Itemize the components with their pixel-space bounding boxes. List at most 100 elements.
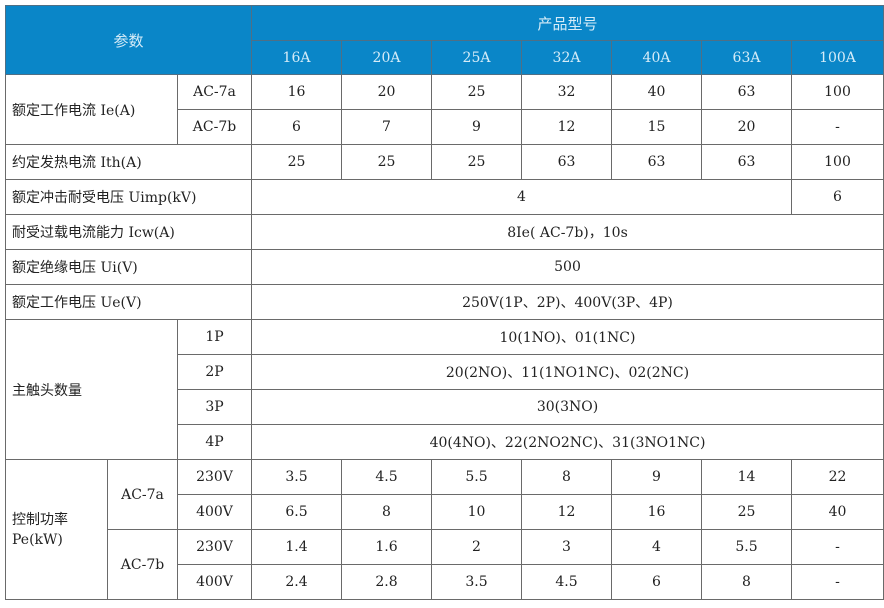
table-row: 3P 30(3NO) [6, 389, 884, 425]
sub-label: 2P [177, 354, 252, 390]
table-cell: 20 [341, 74, 432, 110]
table-cell: 22 [791, 459, 884, 495]
table-cell: 20(2NO)、11(1NO1NC)、02(2NC) [251, 354, 884, 390]
table-cell: 100 [791, 144, 884, 180]
sub-label: 230V [177, 459, 252, 495]
spec-table: 参数 产品型号 16A 20A 25A 32A 40A 63A 100A 额定工… [5, 5, 884, 600]
row-label: 额定绝缘电压 Ui(V) [5, 249, 252, 285]
table-cell: 4 [251, 179, 792, 215]
table-cell: 8Ie( AC-7b)，10s [251, 214, 884, 250]
table-cell: 40 [791, 494, 884, 530]
table-cell: 3.5 [251, 459, 342, 495]
table-cell: 16 [611, 494, 702, 530]
table-cell: 63 [701, 144, 792, 180]
table-cell: 30(3NO) [251, 389, 884, 425]
table-cell: 8 [341, 494, 432, 530]
table-row: 约定发热电流 Ith(A) 25 25 25 63 63 63 100 [5, 144, 884, 180]
table-row: 耐受过载电流能力 Icw(A) 8Ie( AC-7b)，10s [5, 214, 884, 250]
sub-label: 4P [177, 424, 252, 460]
sub-label: AC-7a [177, 74, 252, 110]
table-cell: 10 [431, 494, 522, 530]
table-cell: 16 [251, 74, 342, 110]
table-cell: 20 [701, 109, 792, 145]
table-cell: 9 [431, 109, 522, 145]
sub-label: AC-7b [177, 109, 252, 145]
table-cell: 10(1NO)、01(1NC) [251, 319, 884, 355]
table-cell: 25 [431, 144, 522, 180]
table-cell: 1.6 [341, 529, 432, 565]
table-cell: 15 [611, 109, 702, 145]
table-row: 额定工作电压 Ue(V) 250V(1P、2P)、400V(3P、4P) [5, 284, 884, 320]
table-row: 控制功率 Pe(kW) AC-7a 230V 3.5 4.5 5.5 8 9 14… [5, 459, 884, 600]
table-row: 额定工作电流 Ie(A) AC-7a 16 20 25 32 40 63 100 [5, 74, 884, 145]
table-cell: 2.4 [251, 564, 342, 600]
param-header: 参数 [5, 5, 252, 75]
table-cell: 12 [521, 109, 612, 145]
table-cell: 2.8 [341, 564, 432, 600]
row-label: 额定冲击耐受电压 Uimp(kV) [5, 179, 252, 215]
table-cell: 7 [341, 109, 432, 145]
model-header: 100A [791, 40, 884, 75]
model-header: 25A [431, 40, 522, 75]
table-cell: 25 [431, 74, 522, 110]
table-cell: 14 [701, 459, 792, 495]
sub-label: 400V [177, 494, 252, 530]
table-cell: 3.5 [431, 564, 522, 600]
sub-label: 3P [177, 389, 252, 425]
product-model-header: 产品型号 [251, 5, 884, 41]
table-cell: 5.5 [431, 459, 522, 495]
table-cell: 4.5 [341, 459, 432, 495]
row-label: 耐受过载电流能力 Icw(A) [5, 214, 252, 250]
table-cell: 25 [341, 144, 432, 180]
table-cell: 63 [611, 144, 702, 180]
table-cell: 40(4NO)、22(2NO2NC)、31(3NO1NC) [251, 424, 884, 460]
table-cell: 500 [251, 249, 884, 285]
row-label: 控制功率 Pe(kW) [5, 459, 108, 600]
model-header: 40A [611, 40, 702, 75]
table-cell: 6 [791, 179, 884, 215]
table-cell: 3 [521, 529, 612, 565]
sub-label: 1P [177, 319, 252, 355]
table-cell: 2 [431, 529, 522, 565]
model-header: 16A [251, 40, 342, 75]
table-cell: 9 [611, 459, 702, 495]
table-row: 额定冲击耐受电压 Uimp(kV) 4 6 [5, 179, 884, 215]
row-label: 额定工作电压 Ue(V) [5, 284, 252, 320]
model-header: 20A [341, 40, 432, 75]
model-header: 63A [701, 40, 792, 75]
table-cell: 5.5 [701, 529, 792, 565]
table-cell: 4 [611, 529, 702, 565]
model-header: 32A [521, 40, 612, 75]
table-row: 主触头数量 1P 10(1NO)、01(1NC) [5, 319, 884, 460]
table-row: 4P 40(4NO)、22(2NO2NC)、31(3NO1NC) [6, 424, 884, 460]
table-cell: 4.5 [521, 564, 612, 600]
table-cell: 6 [251, 109, 342, 145]
sub-label: AC-7b [107, 529, 178, 600]
table-cell: 250V(1P、2P)、400V(3P、4P) [251, 284, 884, 320]
table-cell: 25 [251, 144, 342, 180]
sub-label: 400V [177, 564, 252, 600]
table-cell: - [791, 109, 884, 145]
row-label: 约定发热电流 Ith(A) [5, 144, 252, 180]
table-cell: 12 [521, 494, 612, 530]
sub-label: 230V [177, 529, 252, 565]
control-power-unit: Pe(kW) [12, 531, 63, 548]
table-row: 400V 2.4 2.8 3.5 4.5 6 8 - [6, 564, 884, 600]
table-cell: 6 [611, 564, 702, 600]
table-cell: 40 [611, 74, 702, 110]
table-cell: 8 [521, 459, 612, 495]
table-cell: 1.4 [251, 529, 342, 565]
control-power-label: 控制功率 [12, 511, 68, 528]
table-row: 额定绝缘电压 Ui(V) 500 [5, 249, 884, 285]
table-cell: 63 [521, 144, 612, 180]
row-label: 主触头数量 [5, 319, 178, 460]
model-header-row: 16A 20A 25A 32A 40A 63A 100A [6, 40, 884, 75]
table-cell: 32 [521, 74, 612, 110]
table-cell: 6.5 [251, 494, 342, 530]
table-cell: 63 [701, 74, 792, 110]
sub-label: AC-7a [107, 459, 178, 530]
table-cell: - [791, 564, 884, 600]
table-cell: 8 [701, 564, 792, 600]
table-cell: 25 [701, 494, 792, 530]
table-row: AC-7b 230V 1.4 1.6 2 3 4 5.5 - [6, 529, 884, 600]
